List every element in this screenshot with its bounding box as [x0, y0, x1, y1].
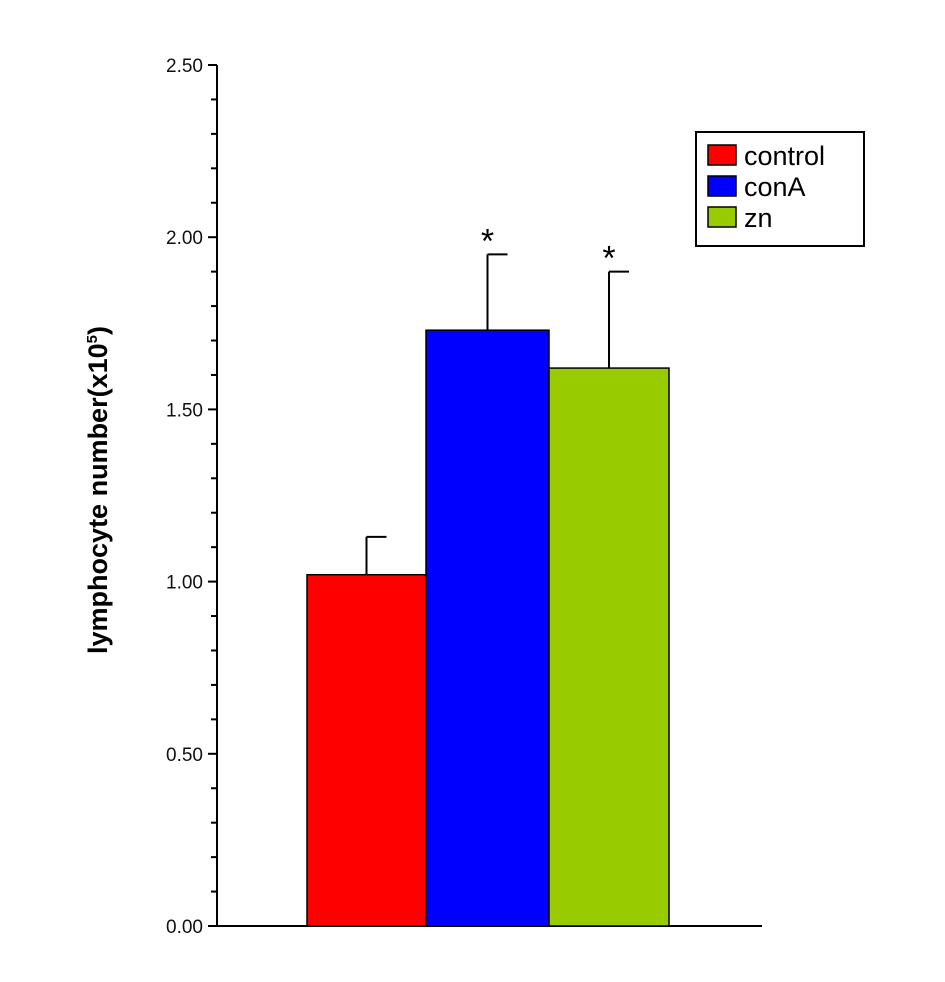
bar-zn — [548, 367, 670, 927]
significance-marker: * — [602, 240, 615, 278]
legend-swatch-zn — [707, 206, 737, 228]
legend-label-zn: zn — [744, 203, 773, 233]
significance-marker: * — [481, 222, 494, 260]
y-tick-label: 2.00 — [166, 228, 203, 249]
bar-conA — [425, 329, 550, 927]
y-tick-label: 0.00 — [166, 917, 203, 938]
y-tick-label: 2.50 — [166, 56, 203, 77]
legend-label-conA: conA — [744, 172, 806, 202]
y-tick-label: 0.50 — [166, 745, 203, 766]
bar-control — [306, 573, 427, 927]
legend-swatch-control — [707, 144, 737, 166]
y-tick-label: 1.00 — [166, 573, 203, 594]
axes: 0.00 0.50 1.00 1.50 2.00 2.50 — [166, 56, 762, 938]
y-tick-label: 1.50 — [166, 400, 203, 421]
legend-swatch-conA — [707, 175, 737, 197]
y-axis-label: lymphocyte number(x105) — [83, 326, 113, 654]
legend-label-control: control — [744, 141, 825, 171]
bars: * * — [306, 222, 670, 927]
